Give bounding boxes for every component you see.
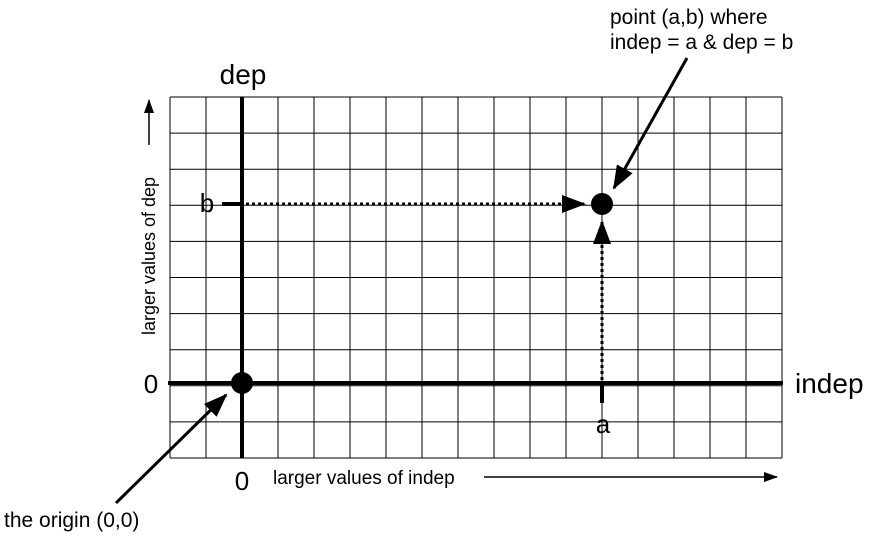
b-tick-label: b: [200, 188, 214, 218]
origin-note-arrow: [114, 393, 228, 505]
point-note-line-2: indep = a & dep = b: [610, 31, 793, 54]
y-axis-label: dep: [220, 59, 267, 90]
grid: [169, 96, 783, 459]
x-direction-label: larger values of indep: [273, 468, 455, 489]
point-note-line-1: point (a,b) where: [610, 6, 768, 29]
origin-y-tick-label: 0: [144, 369, 158, 399]
a-tick-label: a: [596, 409, 611, 439]
origin-x-tick-label: 0: [235, 466, 249, 496]
point-a-b: [591, 193, 613, 215]
x-axis-label: indep: [795, 368, 864, 399]
origin-point: [231, 372, 253, 394]
point-note-arrow: [612, 57, 689, 190]
origin-note-label: the origin (0,0): [4, 509, 139, 532]
y-direction-label: larger values of dep: [139, 177, 159, 335]
